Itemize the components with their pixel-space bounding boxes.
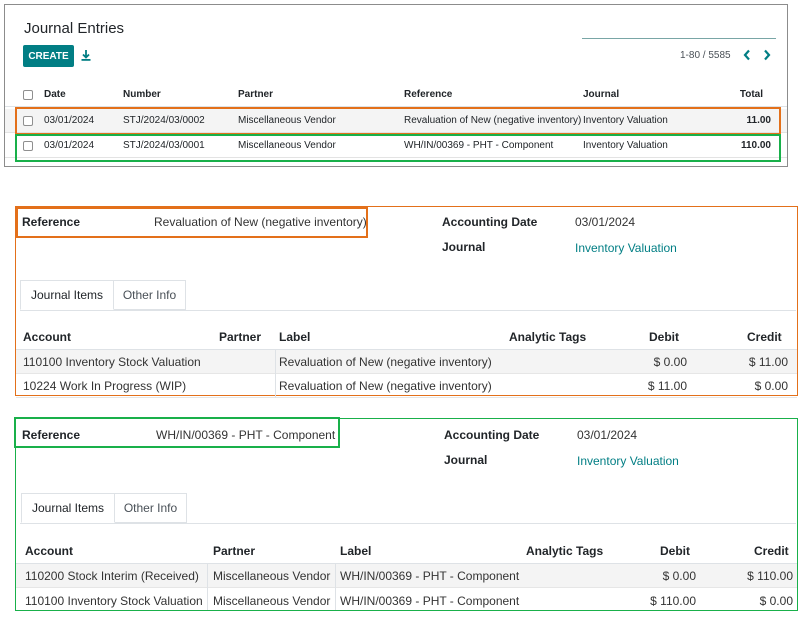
row-partner: Miscellaneous Vendor [238, 140, 336, 151]
pager-value[interactable]: 1-80 / 5585 [680, 50, 731, 61]
row-partner: Miscellaneous Vendor [238, 115, 336, 126]
highlight-box-orange [15, 107, 781, 135]
column-journal[interactable]: Journal [583, 89, 620, 100]
row-credit: $ 0.00 [754, 379, 788, 393]
column-total[interactable]: Total [739, 89, 763, 100]
list-header: Date Number Partner Reference Journal To… [5, 83, 787, 107]
journal-label: Journal [442, 240, 486, 254]
column-debit[interactable]: Debit [649, 330, 679, 344]
column-analytic-tags[interactable]: Analytic Tags [509, 330, 587, 344]
reference-label: Reference [22, 428, 81, 442]
row-debit: $ 0.00 [662, 569, 696, 583]
reference-value[interactable]: Revaluation of New (negative inventory) [154, 215, 367, 229]
accounting-date-value[interactable]: 03/01/2024 [577, 428, 638, 442]
column-partner[interactable]: Partner [219, 330, 262, 344]
search-input[interactable] [582, 38, 776, 39]
row-checkbox[interactable] [23, 116, 33, 126]
row-number: STJ/2024/03/0001 [123, 140, 205, 151]
column-credit[interactable]: Credit [754, 544, 789, 558]
row-label: Revaluation of New (negative inventory) [279, 379, 492, 393]
tab-other-info[interactable]: Other Info [115, 493, 187, 523]
tabs-divider [20, 523, 796, 524]
reference-label: Reference [22, 215, 81, 229]
journal-link[interactable]: Inventory Valuation [575, 241, 677, 255]
table-row[interactable]: 110200 Stock Interim (Received) Miscella… [16, 564, 797, 588]
select-all-checkbox[interactable] [23, 90, 33, 100]
table-row[interactable]: 110100 Inventory Stock Valuation Miscell… [16, 589, 797, 613]
accounting-date-value[interactable]: 03/01/2024 [575, 215, 636, 229]
row-journal: Inventory Valuation [583, 115, 668, 126]
row-number: STJ/2024/03/0002 [123, 115, 205, 126]
column-reference[interactable]: Reference [404, 89, 453, 100]
page-title: Journal Entries [24, 20, 125, 37]
row-reference: WH/IN/00369 - PHT - Component [404, 140, 554, 151]
row-label: Revaluation of New (negative inventory) [279, 355, 492, 369]
journal-entry-form-receipt: Reference WH/IN/00369 - PHT - Component … [14, 417, 798, 613]
journal-label: Journal [444, 453, 488, 467]
column-divider [275, 350, 276, 398]
row-partner: Miscellaneous Vendor [213, 594, 331, 608]
tabs-divider [20, 310, 796, 311]
journal-entry-form-revaluation: Reference Revaluation of New (negative i… [15, 206, 798, 398]
chevron-left-icon[interactable] [742, 49, 752, 61]
column-account[interactable]: Account [23, 330, 71, 344]
row-credit: $ 0.00 [759, 594, 793, 608]
row-credit: $ 11.00 [748, 355, 788, 369]
create-button[interactable]: CREATE [23, 45, 74, 67]
tab-journal-items[interactable]: Journal Items [21, 493, 115, 523]
row-journal: Inventory Valuation [583, 140, 668, 151]
table-row[interactable]: 10224 Work In Progress (WIP) Revaluation… [16, 374, 797, 398]
row-partner: Miscellaneous Vendor [213, 569, 331, 583]
items-table-header: Account Partner Label Analytic Tags Debi… [16, 322, 797, 350]
row-account: 10224 Work In Progress (WIP) [23, 379, 187, 393]
row-reference: Revaluation of New (negative inventory) [404, 115, 582, 126]
highlight-box-green [15, 134, 781, 162]
column-credit[interactable]: Credit [747, 330, 782, 344]
table-row[interactable]: 03/01/2024 STJ/2024/03/0001 Miscellaneou… [5, 134, 787, 158]
row-total: 11.00 [746, 115, 771, 126]
row-label: WH/IN/00369 - PHT - Component [340, 569, 520, 583]
column-analytic-tags[interactable]: Analytic Tags [526, 544, 604, 558]
row-date: 03/01/2024 [44, 140, 95, 151]
items-table-header: Account Partner Label Analytic Tags Debi… [16, 536, 797, 564]
chevron-right-icon[interactable] [762, 49, 772, 61]
reference-highlight-box [16, 207, 368, 238]
column-divider [335, 564, 336, 610]
column-partner[interactable]: Partner [213, 544, 256, 558]
row-debit: $ 110.00 [650, 594, 696, 608]
journal-entries-list-panel: Journal Entries CREATE 1-80 / 5585 Date … [4, 4, 788, 167]
column-number[interactable]: Number [123, 89, 161, 100]
accounting-date-label: Accounting Date [444, 428, 540, 442]
row-debit: $ 0.00 [653, 355, 687, 369]
row-account: 110100 Inventory Stock Valuation [23, 355, 201, 369]
tab-journal-items[interactable]: Journal Items [20, 280, 114, 310]
table-row[interactable]: 03/01/2024 STJ/2024/03/0002 Miscellaneou… [5, 109, 787, 133]
accounting-date-label: Accounting Date [442, 215, 538, 229]
download-icon[interactable] [81, 50, 91, 61]
row-account: 110200 Stock Interim (Received) [25, 569, 199, 583]
row-label: WH/IN/00369 - PHT - Component [340, 594, 520, 608]
reference-value[interactable]: WH/IN/00369 - PHT - Component [156, 428, 336, 442]
column-date[interactable]: Date [44, 89, 66, 100]
row-account: 110100 Inventory Stock Valuation [25, 594, 203, 608]
row-credit: $ 110.00 [747, 569, 793, 583]
column-divider [207, 564, 208, 610]
table-row[interactable]: 110100 Inventory Stock Valuation Revalua… [16, 350, 797, 374]
reference-highlight-box [14, 417, 340, 448]
column-label[interactable]: Label [340, 544, 372, 558]
row-total: 110.00 [740, 140, 771, 151]
column-label[interactable]: Label [279, 330, 311, 344]
row-date: 03/01/2024 [44, 115, 95, 126]
row-checkbox[interactable] [23, 141, 33, 151]
journal-link[interactable]: Inventory Valuation [577, 454, 679, 468]
row-debit: $ 11.00 [647, 379, 687, 393]
column-partner[interactable]: Partner [238, 89, 274, 100]
column-debit[interactable]: Debit [660, 544, 690, 558]
column-account[interactable]: Account [25, 544, 73, 558]
tab-other-info[interactable]: Other Info [114, 280, 186, 310]
